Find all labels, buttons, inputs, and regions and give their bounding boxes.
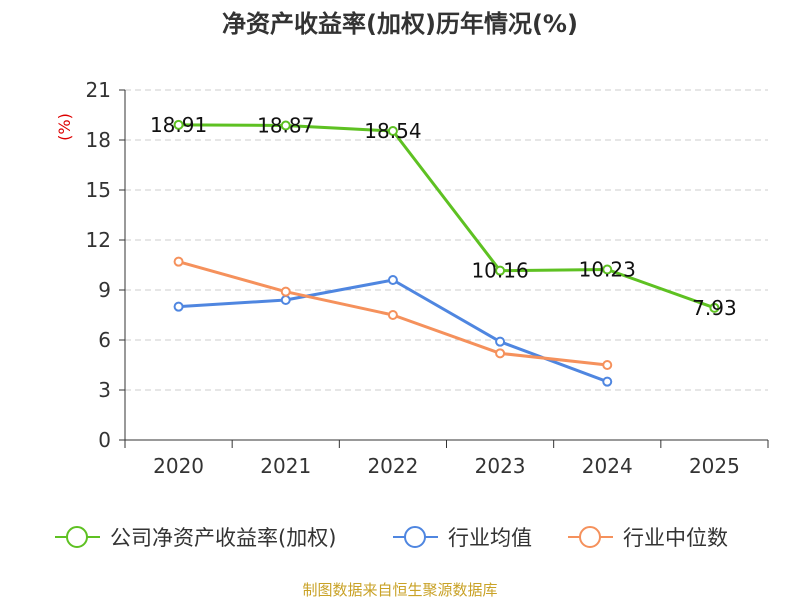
data-labels: 18.91 18.87 18.54 10.16 10.23 7.93: [150, 113, 737, 320]
series-line-0: [178, 123, 715, 310]
y-tick-label: 3: [98, 378, 111, 402]
legend: 公司净资产收益率(加权) 行业均值 行业中位数: [55, 526, 728, 550]
data-point: [173, 119, 184, 130]
legend-marker-2: [579, 526, 601, 548]
legend-marker-0: [66, 526, 88, 548]
source-note: 制图数据来自恒生聚源数据库: [302, 581, 497, 599]
series-lines: [173, 119, 720, 387]
data-label: 10.23: [579, 258, 636, 282]
series-line-1: [178, 278, 608, 384]
grid-lines: [125, 89, 768, 391]
y-tick-label: 21: [86, 78, 111, 102]
data-point: [387, 126, 398, 136]
y-axis-label: (%): [55, 113, 74, 141]
chart-title: 净资产收益率(加权)历年情况(%): [222, 10, 578, 38]
data-point: [280, 120, 291, 131]
data-label: 18.54: [364, 119, 421, 143]
x-tick-label: 2022: [367, 454, 418, 478]
x-tick-label: 2023: [475, 454, 526, 478]
legend-label-0: 公司净资产收益率(加权): [110, 526, 336, 550]
x-tick-label: 2024: [582, 454, 633, 478]
data-label: 7.93: [692, 296, 737, 320]
y-tick-label: 18: [86, 128, 111, 152]
legend-label-2: 行业中位数: [623, 526, 728, 550]
data-point: [387, 310, 398, 320]
data-point: [173, 256, 184, 267]
y-tick-label: 6: [98, 328, 111, 352]
data-point: [280, 295, 291, 305]
y-tick-label: 9: [98, 278, 111, 302]
data-point: [387, 275, 398, 285]
x-tick-label: 2020: [153, 454, 204, 478]
data-point: [709, 302, 720, 313]
axes: 0 3 6 9 12 15 18 21 2020 2021 2022 2023 2024 2025: [86, 78, 769, 478]
data-point: [173, 301, 184, 312]
data-point: [602, 360, 613, 370]
data-point: [602, 264, 613, 275]
data-point: [602, 376, 613, 387]
data-label: 18.87: [257, 114, 314, 138]
legend-label-1: 行业均值: [448, 526, 532, 550]
data-point: [495, 265, 506, 276]
data-point: [495, 348, 506, 359]
legend-marker-1: [404, 526, 426, 548]
x-tick-label: 2025: [689, 454, 740, 478]
data-point: [280, 286, 291, 297]
y-tick-label: 0: [98, 428, 111, 452]
data-label: 10.16: [471, 259, 528, 283]
data-label: 18.91: [150, 113, 207, 137]
y-tick-label: 12: [86, 228, 111, 252]
y-tick-label: 15: [86, 178, 111, 202]
data-point: [495, 336, 506, 347]
x-tick-label: 2021: [260, 454, 311, 478]
